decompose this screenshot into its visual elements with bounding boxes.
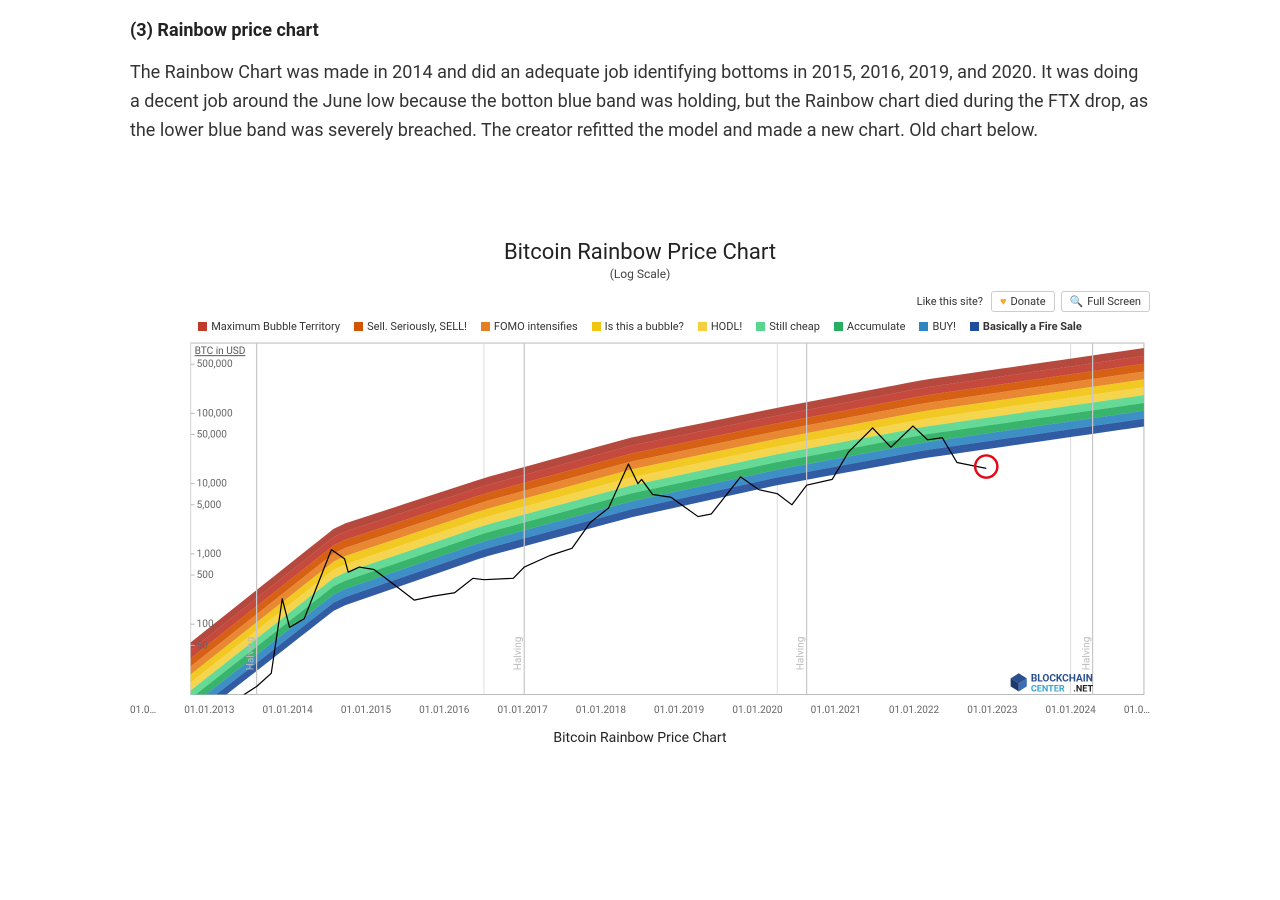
svg-text:Halving: Halving (1082, 637, 1093, 671)
legend-label: Sell. Seriously, SELL! (367, 320, 467, 333)
legend-item[interactable]: Sell. Seriously, SELL! (354, 320, 467, 333)
legend-swatch (756, 322, 765, 331)
x-tick-label: 01.01.2022 (889, 705, 939, 716)
section-title: (3) Rainbow price chart (130, 20, 1150, 41)
svg-text:500: 500 (197, 571, 214, 582)
legend-swatch (592, 322, 601, 331)
legend-label: HODL! (711, 320, 742, 333)
x-tick-label: 01.0… (130, 705, 156, 716)
legend-item[interactable]: Is this a bubble? (592, 320, 684, 333)
x-tick-label: 01.01.2019 (654, 705, 704, 716)
like-prompt: Like this site? (917, 295, 985, 308)
legend-swatch (834, 322, 843, 331)
svg-text:5,000: 5,000 (197, 500, 222, 511)
svg-text:100: 100 (197, 620, 214, 631)
fullscreen-button[interactable]: 🔍 Full Screen (1061, 291, 1150, 312)
x-tick-label: 01.01.2017 (497, 705, 547, 716)
x-tick-label: 01.01.2014 (263, 705, 313, 716)
legend-label: Still cheap (769, 320, 820, 333)
x-tick-label: 01.01.2021 (811, 705, 861, 716)
x-tick-label: 01.01.2023 (967, 705, 1017, 716)
svg-text:10,000: 10,000 (197, 479, 228, 490)
legend-item[interactable]: FOMO intensifies (481, 320, 578, 333)
svg-text:BLOCKCHAIN: BLOCKCHAIN (1031, 674, 1093, 685)
legend-swatch (198, 322, 207, 331)
chart-caption: Bitcoin Rainbow Price Chart (130, 730, 1150, 746)
svg-text:500,000: 500,000 (197, 360, 233, 371)
body-paragraph: The Rainbow Chart was made in 2014 and d… (130, 59, 1150, 145)
donate-label: Donate (1011, 295, 1046, 308)
legend-label: BUY! (932, 320, 955, 333)
x-tick-label: 01.01.2024 (1046, 705, 1096, 716)
legend-label: Maximum Bubble Territory (211, 320, 340, 333)
svg-text:BTC in USD: BTC in USD (195, 347, 246, 358)
svg-text:100,000: 100,000 (197, 409, 233, 420)
chart-container: Bitcoin Rainbow Price Chart (Log Scale) … (130, 240, 1150, 746)
legend-item[interactable]: Still cheap (756, 320, 820, 333)
legend-swatch (481, 322, 490, 331)
legend-item[interactable]: HODL! (698, 320, 742, 333)
x-tick-label: 01.0… (1124, 705, 1150, 716)
legend-item[interactable]: Accumulate (834, 320, 906, 333)
heart-icon: ♥ (1000, 295, 1007, 308)
chart-plot: Halving Halving Halving Halving BTC in USD 50… (130, 337, 1150, 701)
legend-swatch (354, 322, 363, 331)
svg-text:.NET: .NET (1073, 685, 1093, 695)
chart-actions: Like this site? ♥ Donate 🔍 Full Screen (130, 291, 1150, 312)
chart-title: Bitcoin Rainbow Price Chart (130, 240, 1150, 265)
svg-text:50: 50 (197, 641, 209, 652)
x-tick-label: 01.01.2016 (419, 705, 469, 716)
donate-button[interactable]: ♥ Donate (991, 291, 1055, 312)
svg-text:CENTER: CENTER (1031, 685, 1065, 695)
legend-swatch (919, 322, 928, 331)
x-axis-labels: 01.0… 01.01.2013 01.01.2014 01.01.2015 01.01… (130, 701, 1150, 716)
svg-text:Halving: Halving (246, 637, 257, 671)
magnify-icon: 🔍 (1070, 295, 1084, 308)
chart-subtitle: (Log Scale) (130, 267, 1150, 281)
fullscreen-label: Full Screen (1087, 295, 1141, 308)
legend-swatch (698, 322, 707, 331)
legend-label: Basically a Fire Sale (983, 320, 1082, 333)
x-tick-label: 01.01.2018 (576, 705, 626, 716)
legend-item[interactable]: Basically a Fire Sale (970, 320, 1082, 333)
legend-label: FOMO intensifies (494, 320, 578, 333)
legend-label: Is this a bubble? (605, 320, 684, 333)
legend-swatch (970, 322, 979, 331)
x-tick-label: 01.01.2015 (341, 705, 391, 716)
legend-label: Accumulate (847, 320, 906, 333)
legend-item[interactable]: Maximum Bubble Territory (198, 320, 340, 333)
x-tick-label: 01.01.2013 (184, 705, 234, 716)
svg-text:1,000: 1,000 (197, 549, 222, 560)
chart-legend: Maximum Bubble Territory Sell. Seriously,… (130, 320, 1150, 333)
svg-text:Halving: Halving (513, 637, 524, 671)
x-tick-label: 01.01.2020 (732, 705, 782, 716)
svg-text:50,000: 50,000 (197, 430, 228, 441)
legend-item[interactable]: BUY! (919, 320, 955, 333)
svg-text:Halving: Halving (796, 637, 807, 671)
